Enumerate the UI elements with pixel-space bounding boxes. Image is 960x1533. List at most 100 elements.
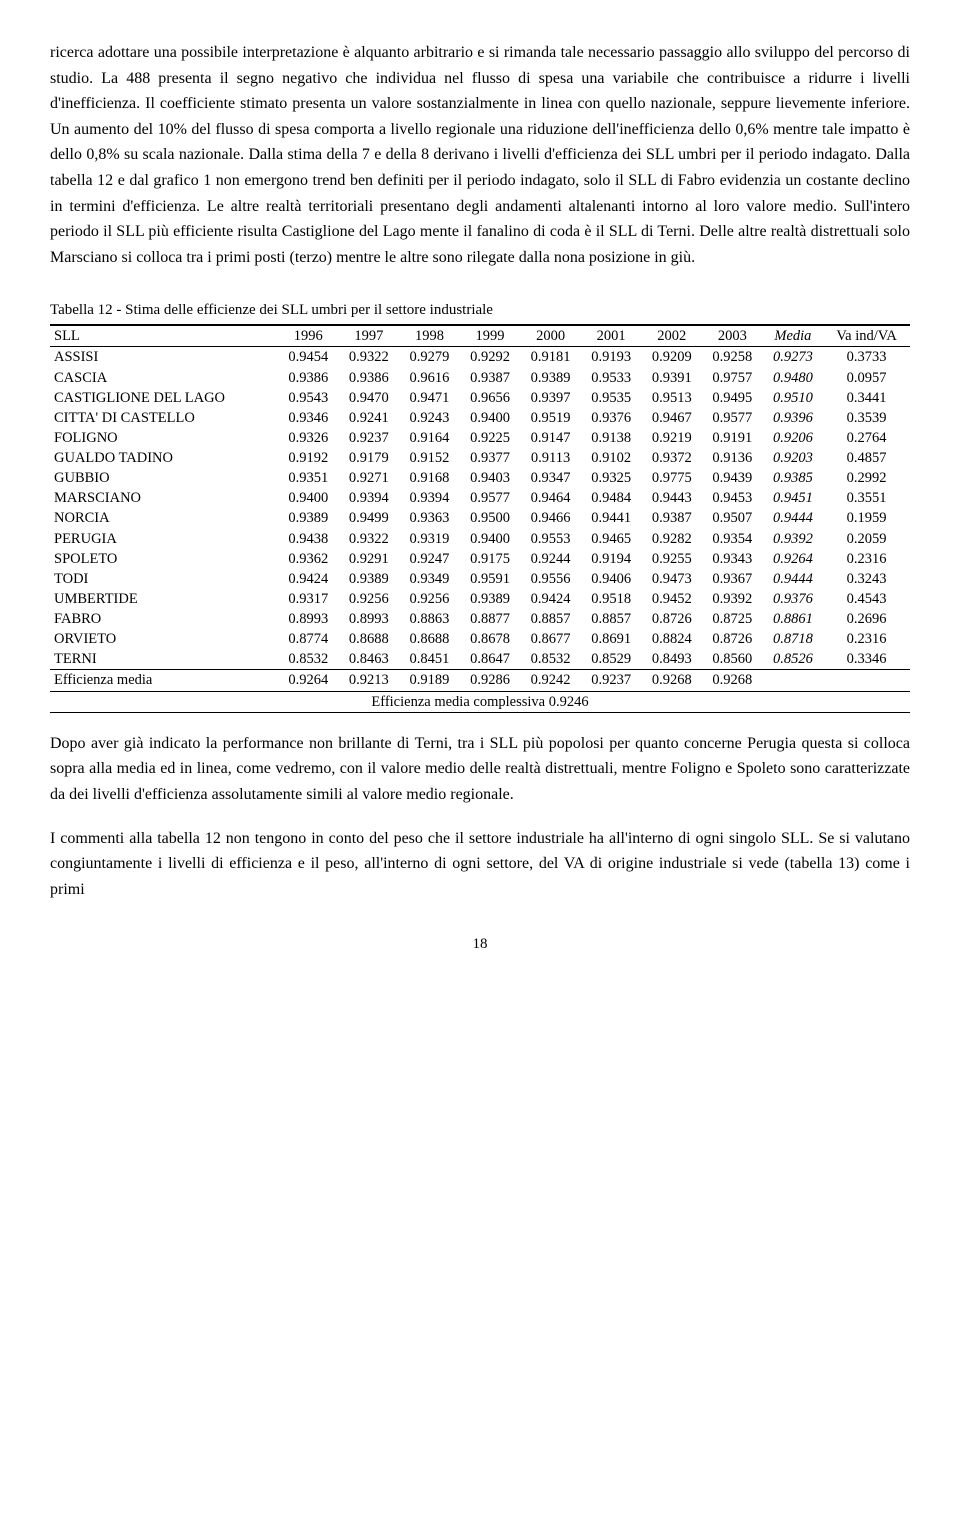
cell-va: 0.4857	[823, 448, 910, 468]
cell-value: 0.9465	[581, 529, 642, 549]
cell-value: 0.9467	[641, 408, 702, 428]
cell-value: 0.9181	[520, 347, 581, 368]
cell-va: 0.0957	[823, 368, 910, 388]
table-row: TERNI0.85320.84630.84510.86470.85320.852…	[50, 649, 910, 670]
col-1997: 1997	[339, 326, 400, 347]
cell-value: 0.9191	[702, 428, 763, 448]
cell-va: 0.3346	[823, 649, 910, 670]
cell-media: 0.9396	[763, 408, 824, 428]
cell-sll: GUBBIO	[50, 468, 278, 488]
table-row: CASTIGLIONE DEL LAGO0.95430.94700.94710.…	[50, 388, 910, 408]
col-2000: 2000	[520, 326, 581, 347]
cell-value: 0.9775	[641, 468, 702, 488]
cell-va: 0.2992	[823, 468, 910, 488]
cell-value: 0.9255	[641, 549, 702, 569]
cell-value: 0.9424	[278, 569, 339, 589]
cell-value: 0.9757	[702, 368, 763, 388]
cell-value: 0.8451	[399, 649, 460, 670]
cell-value: 0.9441	[581, 508, 642, 528]
cell-va: 0.2764	[823, 428, 910, 448]
cell-value: 0.9219	[641, 428, 702, 448]
cell-sll: PERUGIA	[50, 529, 278, 549]
cell-media: 0.9444	[763, 569, 824, 589]
cell-value: 0.9403	[460, 468, 521, 488]
cell-value: 0.9391	[641, 368, 702, 388]
table-row: SPOLETO0.93620.92910.92470.91750.92440.9…	[50, 549, 910, 569]
cell-va: 0.3733	[823, 347, 910, 368]
cell-sll: CITTA' DI CASTELLO	[50, 408, 278, 428]
eff-overall-row: Efficienza media complessiva 0.9246	[50, 691, 910, 712]
col-2002: 2002	[641, 326, 702, 347]
cell-value: 0.9389	[520, 368, 581, 388]
cell-value: 0.9470	[339, 388, 400, 408]
col-2001: 2001	[581, 326, 642, 347]
cell-value: 0.9193	[581, 347, 642, 368]
cell-value: 0.9389	[339, 569, 400, 589]
cell-value: 0.9389	[460, 589, 521, 609]
efficiency-table: SLL 1996 1997 1998 1999 2000 2001 2002 2…	[50, 325, 910, 712]
eff-media-value: 0.9242	[520, 670, 581, 691]
cell-value: 0.9351	[278, 468, 339, 488]
col-media: Media	[763, 326, 824, 347]
cell-value: 0.9258	[702, 347, 763, 368]
cell-value: 0.9507	[702, 508, 763, 528]
cell-value: 0.9256	[399, 589, 460, 609]
cell-value: 0.8688	[399, 629, 460, 649]
cell-value: 0.8993	[339, 609, 400, 629]
cell-value: 0.9392	[702, 589, 763, 609]
cell-value: 0.8678	[460, 629, 521, 649]
cell-value: 0.9400	[278, 488, 339, 508]
cell-value: 0.9553	[520, 529, 581, 549]
cell-value: 0.8726	[702, 629, 763, 649]
cell-value: 0.8560	[702, 649, 763, 670]
cell-va: 0.3441	[823, 388, 910, 408]
cell-value: 0.9577	[460, 488, 521, 508]
cell-value: 0.9317	[278, 589, 339, 609]
cell-value: 0.9279	[399, 347, 460, 368]
table-row: UMBERTIDE0.93170.92560.92560.93890.94240…	[50, 589, 910, 609]
table-row: PERUGIA0.94380.93220.93190.94000.95530.9…	[50, 529, 910, 549]
cell-value: 0.9464	[520, 488, 581, 508]
cell-value: 0.9192	[278, 448, 339, 468]
cell-media: 0.9444	[763, 508, 824, 528]
cell-value: 0.9543	[278, 388, 339, 408]
cell-value: 0.9556	[520, 569, 581, 589]
cell-media: 0.9392	[763, 529, 824, 549]
cell-sll: GUALDO TADINO	[50, 448, 278, 468]
cell-media: 0.9385	[763, 468, 824, 488]
body-paragraph-3: I commenti alla tabella 12 non tengono i…	[50, 826, 910, 903]
cell-value: 0.9387	[460, 368, 521, 388]
cell-value: 0.9241	[339, 408, 400, 428]
cell-value: 0.9349	[399, 569, 460, 589]
table-header-row: SLL 1996 1997 1998 1999 2000 2001 2002 2…	[50, 326, 910, 347]
cell-value: 0.9175	[460, 549, 521, 569]
cell-media: 0.9203	[763, 448, 824, 468]
cell-value: 0.8857	[520, 609, 581, 629]
cell-va: 0.2059	[823, 529, 910, 549]
eff-media-row: Efficienza media0.92640.92130.91890.9286…	[50, 670, 910, 691]
cell-media: 0.8861	[763, 609, 824, 629]
cell-value: 0.9518	[581, 589, 642, 609]
cell-value: 0.8726	[641, 609, 702, 629]
eff-media-value: 0.9286	[460, 670, 521, 691]
cell-sll: ASSISI	[50, 347, 278, 368]
eff-media-value: 0.9264	[278, 670, 339, 691]
cell-value: 0.8691	[581, 629, 642, 649]
cell-value: 0.9406	[581, 569, 642, 589]
cell-value: 0.9322	[339, 529, 400, 549]
table-row: CITTA' DI CASTELLO0.93460.92410.92430.94…	[50, 408, 910, 428]
cell-value: 0.9237	[339, 428, 400, 448]
cell-value: 0.9513	[641, 388, 702, 408]
cell-value: 0.9136	[702, 448, 763, 468]
cell-value: 0.9347	[520, 468, 581, 488]
eff-media-value: 0.9268	[702, 670, 763, 691]
cell-media: 0.8526	[763, 649, 824, 670]
cell-value: 0.8463	[339, 649, 400, 670]
cell-value: 0.9179	[339, 448, 400, 468]
cell-va: 0.2316	[823, 549, 910, 569]
cell-value: 0.9292	[460, 347, 521, 368]
cell-value: 0.9535	[581, 388, 642, 408]
cell-value: 0.9325	[581, 468, 642, 488]
cell-value: 0.9466	[520, 508, 581, 528]
cell-value: 0.9377	[460, 448, 521, 468]
